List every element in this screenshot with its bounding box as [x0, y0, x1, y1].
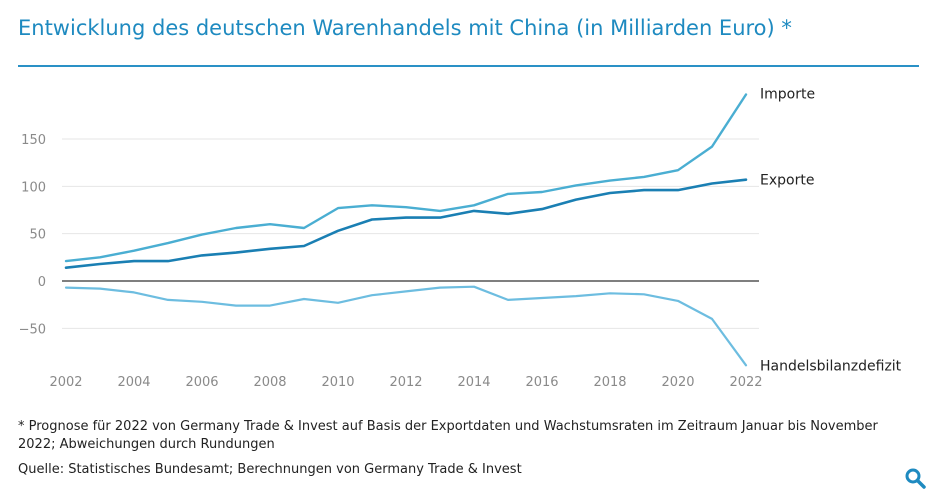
x-tick-label: 2010	[321, 375, 354, 390]
x-tick-label: 2006	[185, 375, 218, 390]
magnifier-icon[interactable]	[903, 466, 927, 490]
x-tick-label: 2022	[729, 375, 762, 390]
x-tick-label: 2004	[117, 375, 150, 390]
x-tick-label: 2018	[593, 375, 626, 390]
line-chart: −50 0 50 100 150 2002 2004 2006 2008 2010 2012 201…	[19, 87, 902, 390]
grid-lines	[62, 138, 759, 329]
y-tick-label: 100	[21, 180, 46, 195]
y-tick-label: −50	[19, 322, 46, 337]
title-divider	[18, 65, 919, 67]
y-tick-label: 50	[29, 228, 46, 243]
importe-label: Importe	[760, 87, 815, 103]
exporte-label: Exporte	[760, 173, 814, 189]
x-tick-label: 2008	[253, 375, 286, 390]
x-tick-label: 2014	[457, 375, 490, 390]
y-tick-label: 150	[21, 133, 46, 148]
exporte-line	[64, 178, 748, 270]
series-labels: Importe Exporte Handelsbilanzdefizit	[760, 87, 902, 375]
x-axis-tick-labels: 2002 2004 2006 2008 2010 2012 2014 2016 2018 2020…	[49, 375, 762, 390]
x-tick-label: 2020	[661, 375, 694, 390]
footnote: * Prognose für 2022 von Germany Trade & …	[18, 419, 878, 452]
source-note: Quelle: Statistisches Bundesamt; Berechn…	[18, 462, 522, 477]
x-tick-label: 2016	[525, 375, 558, 390]
x-tick-label: 2002	[49, 375, 82, 390]
importe-line	[64, 93, 748, 263]
y-axis-tick-labels: −50 0 50 100 150	[19, 133, 46, 337]
chart-title: Entwicklung des deutschen Warenhandels m…	[18, 16, 792, 40]
x-tick-label: 2012	[389, 375, 422, 390]
y-tick-label: 0	[38, 275, 46, 290]
handelsbilanzdefizit-label: Handelsbilanzdefizit	[760, 358, 902, 374]
series-lines	[64, 93, 748, 367]
handelsbilanzdefizit-line	[64, 285, 748, 367]
